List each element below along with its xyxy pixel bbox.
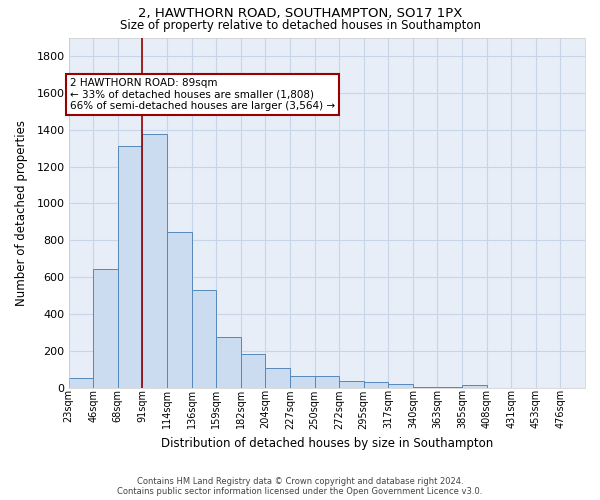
Y-axis label: Number of detached properties: Number of detached properties (15, 120, 28, 306)
Bar (462, 385, 487, 388)
Bar (167, 232, 191, 388)
Bar (388, 384, 413, 388)
Bar (93, 269, 118, 388)
Bar (241, 354, 265, 388)
Bar (68, 378, 93, 388)
Text: Size of property relative to detached houses in Southampton: Size of property relative to detached ho… (119, 19, 481, 32)
Bar (364, 382, 388, 388)
Bar (290, 376, 314, 388)
Bar (265, 368, 290, 388)
Bar (413, 387, 437, 388)
Bar (191, 290, 216, 388)
Bar (142, 134, 167, 388)
Bar (118, 146, 142, 388)
Text: Contains HM Land Registry data © Crown copyright and database right 2024.
Contai: Contains HM Land Registry data © Crown c… (118, 476, 482, 496)
Bar (437, 387, 462, 388)
Bar (216, 337, 241, 388)
Bar (314, 376, 339, 388)
Text: 2, HAWTHORN ROAD, SOUTHAMPTON, SO17 1PX: 2, HAWTHORN ROAD, SOUTHAMPTON, SO17 1PX (138, 8, 462, 20)
X-axis label: Distribution of detached houses by size in Southampton: Distribution of detached houses by size … (161, 437, 493, 450)
Text: 2 HAWTHORN ROAD: 89sqm
← 33% of detached houses are smaller (1,808)
66% of semi-: 2 HAWTHORN ROAD: 89sqm ← 33% of detached… (70, 78, 335, 112)
Bar (339, 382, 364, 388)
